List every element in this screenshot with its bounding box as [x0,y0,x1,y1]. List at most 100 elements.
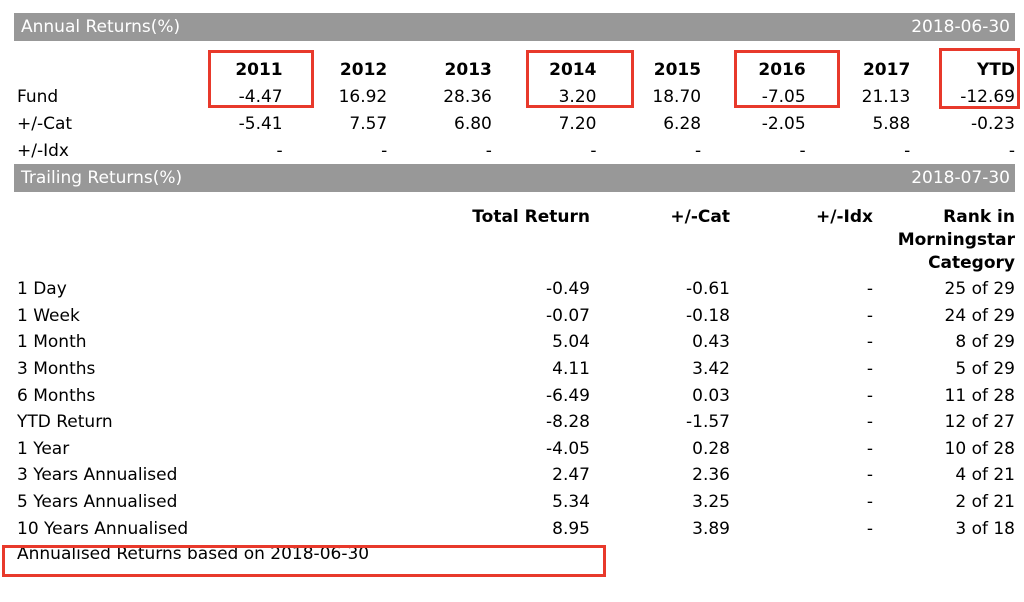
trailing-label-1-day: 1 Day [17,279,67,300]
trailing-returns-header-bar: Trailing Returns(%) 2018-07-30 [14,164,1015,192]
trailing-1-year-idx: - [866,438,873,459]
trailing-label-5-years: 5 Years Annualised [17,492,178,513]
annual-cat-2017: 5.88 [872,113,911,134]
annual-col-ytd: YTD [976,59,1015,80]
annual-col-2015: 2015 [653,59,702,80]
trailing-3-years-total: 2.47 [552,465,590,486]
trailing-label-6-months: 6 Months [17,385,96,406]
trailing-1-year-rank: 10 of 28 [944,438,1015,459]
trailing-3-months-cat: 3.42 [692,359,730,380]
trailing-5-years-cat: 3.25 [692,492,730,513]
trailing-1-week-total: -0.07 [546,305,590,326]
trailing-1-year-total: -4.05 [546,438,590,459]
table-row-1-day: 1 Day -0.49 -0.61 - 25 of 29 [14,276,1015,303]
trailing-3-years-cat: 2.36 [692,465,730,486]
trailing-1-week-idx: - [866,305,873,326]
annual-fund-2014: 3.20 [558,86,597,107]
trailing-label-1-year: 1 Year [17,438,70,459]
trailing-10-years-rank: 3 of 18 [955,518,1015,539]
annual-cat-2013: 6.80 [454,113,492,134]
annual-cat-2014: 7.20 [558,113,597,134]
trailing-label-3-months: 3 Months [17,359,96,380]
trailing-col-total-return: Total Return [472,207,590,227]
trailing-label-3-years: 3 Years Annualised [17,465,178,486]
trailing-1-month-total: 5.04 [552,332,590,353]
annual-returns-section: Annual Returns(%) 2018-06-30 2011 2012 2… [14,13,1015,164]
trailing-1-week-cat: -0.18 [686,305,730,326]
annual-returns-table: 2011 2012 2013 2014 2015 2016 2017 YTD F… [14,56,1015,164]
annual-corner-cell [14,56,178,83]
content-wrapper: Annual Returns(%) 2018-06-30 2011 2012 2… [14,13,1015,564]
trailing-1-week-rank: 24 of 29 [944,305,1015,326]
trailing-1-day-idx: - [866,279,873,300]
annual-col-2011: 2011 [235,59,283,80]
trailing-label-1-month: 1 Month [17,332,87,353]
annual-col-2013: 2013 [444,59,492,80]
annual-fund-2013: 28.36 [443,86,492,107]
table-row-idx: +/-Idx - - - - - - - - [14,137,1015,164]
trailing-columns-row: Total Return +/-Cat +/-Idx Rank in Morni… [14,206,1015,276]
trailing-6-months-idx: - [866,385,873,406]
annual-idx-ytd: - [1008,140,1015,161]
trailing-3-months-total: 4.11 [552,359,590,380]
annual-idx-2014: - [590,140,597,161]
table-row-6-months: 6 Months -6.49 0.03 - 11 of 28 [14,382,1015,409]
trailing-returns-section: Trailing Returns(%) 2018-07-30 Total Ret… [14,164,1015,542]
trailing-10-years-total: 8.95 [552,518,590,539]
trailing-6-months-total: -6.49 [546,385,590,406]
annual-row-label-cat: +/-Cat [17,113,73,134]
trailing-1-day-cat: -0.61 [686,279,730,300]
trailing-10-years-idx: - [866,518,873,539]
annual-idx-2016: - [799,140,806,161]
annual-columns-row: 2011 2012 2013 2014 2015 2016 2017 YTD [14,56,1015,83]
annual-col-2012: 2012 [339,59,388,80]
table-row-10-years: 10 Years Annualised 8.95 3.89 - 3 of 18 [14,515,1015,542]
trailing-3-months-rank: 5 of 29 [955,359,1015,380]
trailing-3-years-idx: - [866,465,873,486]
annual-returns-title: Annual Returns(%) [21,17,181,37]
trailing-5-years-total: 5.34 [552,492,590,513]
annual-fund-2015: 18.70 [652,86,702,107]
annual-idx-2017: - [904,140,911,161]
table-row-1-week: 1 Week -0.07 -0.18 - 24 of 29 [14,303,1015,330]
table-row-1-month: 1 Month 5.04 0.43 - 8 of 29 [14,329,1015,356]
annual-col-2017: 2017 [862,59,911,80]
trailing-ytd-total: -8.28 [546,412,590,433]
table-row-3-years: 3 Years Annualised 2.47 2.36 - 4 of 21 [14,462,1015,489]
table-row-fund: Fund -4.47 16.92 28.36 3.20 18.70 -7.05 … [14,83,1015,110]
annual-fund-ytd: -12.69 [960,86,1015,107]
trailing-ytd-idx: - [866,412,873,433]
trailing-returns-date: 2018-07-30 [911,168,1010,188]
trailing-col-rank: Rank in Morningstar Category [897,207,1015,273]
trailing-ytd-cat: -1.57 [686,412,730,433]
table-row-cat: +/-Cat -5.41 7.57 6.80 7.20 6.28 -2.05 5… [14,110,1015,137]
trailing-label-ytd-return: YTD Return [17,412,113,433]
annual-fund-2012: 16.92 [338,86,388,107]
trailing-3-months-idx: - [866,359,873,380]
trailing-label-1-week: 1 Week [17,305,80,326]
trailing-returns-table: Total Return +/-Cat +/-Idx Rank in Morni… [14,206,1015,542]
table-row-1-year: 1 Year -4.05 0.28 - 10 of 28 [14,436,1015,463]
annual-idx-2011: - [276,140,283,161]
annual-idx-2013: - [485,140,492,161]
trailing-col-idx: +/-Idx [816,207,873,227]
table-row-3-months: 3 Months 4.11 3.42 - 5 of 29 [14,356,1015,383]
trailing-col-cat: +/-Cat [670,207,730,227]
annual-fund-2016: -7.05 [761,86,806,107]
trailing-corner-cell [14,206,446,276]
annual-col-2014: 2014 [549,59,597,80]
annualised-returns-note: Annualised Returns based on 2018-06-30 [17,543,370,564]
trailing-6-months-cat: 0.03 [692,385,730,406]
trailing-1-day-total: -0.49 [546,279,590,300]
trailing-1-month-cat: 0.43 [692,332,730,353]
annual-returns-header-bar: Annual Returns(%) 2018-06-30 [14,13,1015,41]
annual-row-label-fund: Fund [17,86,59,107]
trailing-3-years-rank: 4 of 21 [955,465,1015,486]
annual-cat-2011: -5.41 [238,113,283,134]
annual-cat-2016: -2.05 [761,113,806,134]
annual-returns-date: 2018-06-30 [911,17,1010,37]
annual-col-2016: 2016 [758,59,806,80]
annual-fund-2017: 21.13 [861,86,911,107]
trailing-1-year-cat: 0.28 [692,438,730,459]
